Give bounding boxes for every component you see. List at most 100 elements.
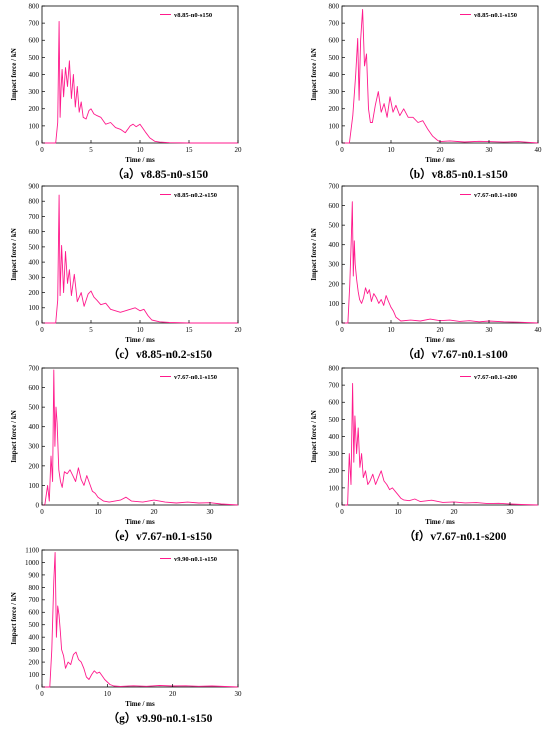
- chart-g-x-tick-label: 20: [169, 690, 177, 698]
- chart-c-x-tick-label: 0: [40, 326, 44, 334]
- chart-g-x-tick-label: 10: [104, 690, 112, 698]
- chart-g-y-tick-label: 100: [29, 671, 40, 679]
- chart-f-x-tick-label: 0: [340, 508, 344, 516]
- chart-e-x-tick-label: 20: [151, 508, 159, 516]
- chart-g-y-tick-label: 400: [29, 634, 40, 642]
- chart-d-x-tick-label: 20: [437, 326, 445, 334]
- chart-e-y-tick-label: 500: [29, 404, 40, 412]
- chart-g-plot-frame: [41, 549, 239, 688]
- chart-a-y-tick-label: 600: [29, 37, 40, 45]
- chart-e-y-tick-label: 700: [29, 364, 40, 372]
- chart-f-x-tick-label: 30: [507, 508, 515, 516]
- chart-g-y-tick-label: 800: [29, 584, 40, 592]
- chart-c-x-axis-label: Time / ms: [125, 336, 155, 344]
- chart-a-series-line: [42, 20, 238, 144]
- chart-b-y-tick-label: 500: [329, 54, 340, 62]
- chart-a-y-tick-label: 200: [29, 105, 40, 113]
- chart-g-y-tick-label: 600: [29, 609, 40, 617]
- chart-c-x-tick-label: 15: [186, 326, 194, 334]
- chart-d-legend-label: v7.67-n0.1-s100: [474, 192, 517, 199]
- chart-b-y-tick-label: 800: [329, 2, 340, 10]
- chart-a-y-tick-label: 300: [29, 88, 40, 96]
- chart-e-x-axis-label: Time / ms: [125, 518, 155, 526]
- chart-b-y-axis-label: Impact force / kN: [310, 48, 318, 101]
- chart-f-plot-frame: [341, 367, 539, 506]
- chart-d-x-tick-label: 30: [486, 326, 494, 334]
- chart-a-x-tick-label: 20: [235, 146, 243, 154]
- chart-a-y-axis-label: Impact force / kN: [10, 48, 18, 101]
- chart-b-y-tick-label: 700: [329, 20, 340, 28]
- chart-b-y-tick-label: 600: [329, 37, 340, 45]
- chart-b-y-tick-label: 400: [329, 71, 340, 79]
- chart-e-y-tick-label: 200: [29, 462, 40, 470]
- chart-c-y-tick-label: 500: [29, 243, 40, 251]
- chart-f-y-tick-label: 800: [329, 364, 340, 372]
- chart-d-y-axis-label: Impact force / kN: [310, 228, 318, 281]
- chart-d-y-tick-label: 300: [329, 261, 340, 269]
- chart-c-y-tick-label: 300: [29, 274, 40, 282]
- chart-panel-c: 0 5 10 15 20 0 100 200 300 400 500 600 700 800 900 Time…: [0, 180, 260, 345]
- chart-c-y-tick-label: 100: [29, 304, 40, 312]
- chart-b-legend-label: v8.85-n0.1-s150: [474, 12, 517, 19]
- chart-c-y-tick-label: 600: [29, 228, 40, 236]
- chart-g-y-tick-label: 0: [36, 683, 40, 691]
- chart-d-y-tick-label: 200: [329, 280, 340, 288]
- chart-d-y-tick-label: 700: [329, 182, 340, 190]
- chart-e-x-tick-label: 0: [40, 508, 44, 516]
- chart-d-x-axis-label: Time / ms: [425, 336, 455, 344]
- chart-b-y-tick-label: 200: [329, 105, 340, 113]
- chart-c-y-tick-label: 200: [29, 289, 40, 297]
- chart-e-x-tick-label: 10: [95, 508, 103, 516]
- chart-d-x-tick-label: 0: [340, 326, 344, 334]
- chart-c-y-axis-label: Impact force / kN: [10, 228, 18, 281]
- chart-g-x-tick-label: 0: [40, 690, 44, 698]
- chart-d-y-tick-label: 400: [329, 241, 340, 249]
- chart-f-y-tick-label: 700: [329, 382, 340, 390]
- chart-e-y-tick-label: 100: [29, 482, 40, 490]
- chart-g-y-tick-label: 1000: [25, 559, 40, 567]
- chart-e-y-tick-label: 400: [29, 423, 40, 431]
- chart-a-y-tick-label: 400: [29, 71, 40, 79]
- chart-f-y-tick-label: 500: [329, 416, 340, 424]
- chart-d-y-tick-label: 500: [329, 222, 340, 230]
- chart-b-x-tick-label: 0: [340, 146, 344, 154]
- chart-caption-g: （g）v9.90-n0.1-s150: [107, 713, 213, 725]
- chart-g-y-tick-label: 200: [29, 658, 40, 666]
- chart-g-y-tick-label: 900: [29, 571, 40, 579]
- chart-a-x-tick-label: 5: [89, 146, 93, 154]
- chart-b-x-tick-label: 20: [437, 146, 445, 154]
- chart-f-legend-label: v7.67-n0.1-s200: [474, 374, 517, 381]
- chart-caption-c: （c）v8.85-n0.2-s150: [107, 349, 213, 361]
- chart-a-y-tick-label: 500: [29, 54, 40, 62]
- chart-panel-g: 0 10 20 30 0 100 200 300 400 500 600 700 800 900 1000 1…: [0, 544, 260, 709]
- chart-caption-f: （f）v7.67-n0.1-s200: [403, 531, 507, 543]
- chart-f-y-tick-label: 200: [329, 467, 340, 475]
- chart-c-x-tick-label: 10: [137, 326, 145, 334]
- chart-g-y-tick-label: 500: [29, 621, 40, 629]
- chart-caption-b: （b）v8.85-n0.1-s150: [402, 169, 508, 181]
- chart-panel-b: 0 10 20 30 40 0 100 200 300 400 500 600 700 800 Time /…: [300, 0, 550, 165]
- chart-c-y-tick-label: 400: [29, 259, 40, 267]
- chart-a-plot-frame: [41, 5, 239, 144]
- chart-caption-a: （a）v8.85-n0-s150: [111, 169, 209, 181]
- chart-c-y-tick-label: 0: [36, 319, 40, 327]
- chart-f-series-line: [342, 382, 539, 506]
- chart-a-x-tick-label: 15: [186, 146, 194, 154]
- chart-g-x-axis-label: Time / ms: [125, 700, 155, 708]
- chart-b-y-tick-label: 0: [336, 139, 340, 147]
- chart-a-y-tick-label: 800: [29, 2, 40, 10]
- chart-c-y-tick-label: 700: [29, 213, 40, 221]
- chart-c-series-line: [42, 194, 238, 324]
- chart-panel-f: 0 10 20 30 0 100 200 300 400 500 600 700 800 Time / m…: [300, 362, 550, 527]
- chart-d-y-tick-label: 100: [329, 300, 340, 308]
- chart-caption-e: （e）v7.67-n0.1-s150: [107, 531, 213, 543]
- chart-a-y-tick-label: 100: [29, 122, 40, 130]
- chart-f-y-tick-label: 0: [336, 501, 340, 509]
- chart-b-x-tick-label: 30: [486, 146, 494, 154]
- chart-e-y-tick-label: 300: [29, 443, 40, 451]
- chart-f-y-tick-label: 600: [329, 399, 340, 407]
- chart-f-x-axis-label: Time / ms: [425, 518, 455, 526]
- chart-g-y-tick-label: 700: [29, 596, 40, 604]
